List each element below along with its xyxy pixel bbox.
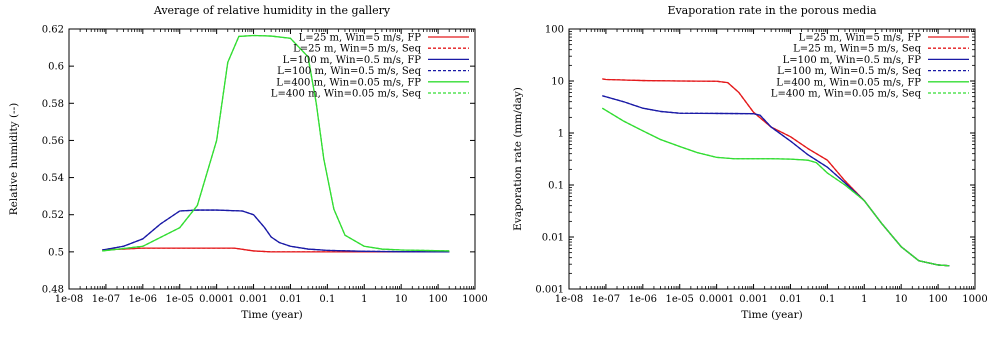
plot-frame: [68, 28, 476, 290]
x-tick-label: 1: [861, 294, 867, 305]
y-axis-title: Evaporation rate (mm/day): [512, 87, 524, 231]
x-tick-label: 100: [929, 294, 948, 305]
legend-label: L=100 m, Win=0.5 m/s, Seq: [777, 66, 921, 77]
x-tick-label: 1e-07: [592, 294, 620, 305]
series-line-6: [601, 107, 950, 267]
legend-label: L=100 m, Win=0.5 m/s, FP: [283, 55, 422, 66]
plot-frame: [568, 28, 976, 290]
x-tick-label: 1e-06: [629, 294, 657, 305]
legend-item: L=25 m, Win=5 m/s, Seq: [793, 44, 969, 55]
legend-item: L=25 m, Win=5 m/s, Seq: [293, 44, 469, 55]
x-tick-label: 0.1: [319, 294, 335, 305]
legend-item: L=400 m, Win=0.05 m/s, FP: [776, 77, 969, 88]
x-tick-label: 1e-08: [555, 294, 583, 305]
x-tick-label: 0.0001: [199, 294, 234, 305]
x-tick-label: 1e-07: [92, 294, 120, 305]
x-tick-label: 1: [361, 294, 367, 305]
legend: L=25 m, Win=5 m/s, FPL=25 m, Win=5 m/s, …: [771, 33, 969, 100]
x-tick-label: 0.1: [819, 294, 835, 305]
x-tick-label: 0.001: [739, 294, 768, 305]
legend-label: L=400 m, Win=0.05 m/s, Seq: [271, 89, 422, 100]
legend-label: L=25 m, Win=5 m/s, FP: [299, 33, 422, 44]
series-line-1: [602, 78, 950, 267]
legend-item: L=100 m, Win=0.5 m/s, Seq: [777, 66, 969, 77]
y-axis-title: Relative humidity (--): [8, 103, 20, 216]
legend-label: L=100 m, Win=0.5 m/s, FP: [783, 55, 922, 66]
series-group: [102, 34, 450, 253]
y-tick-label: 0.1: [548, 181, 564, 192]
y-tick-label: 0.6: [48, 62, 64, 73]
y-tick-label: 100: [545, 25, 564, 36]
y-tick-label: 0.54: [42, 173, 64, 184]
legend-item: L=400 m, Win=0.05 m/s, FP: [276, 77, 469, 88]
legend-item: L=100 m, Win=0.5 m/s, FP: [283, 55, 469, 66]
y-tick-label: 1: [558, 129, 564, 140]
x-tick-label: 1000: [462, 294, 487, 305]
x-tick-label: 0.01: [779, 294, 801, 305]
legend-item: L=25 m, Win=5 m/s, FP: [299, 33, 469, 44]
series-line-2: [102, 247, 450, 253]
series-line-4: [602, 95, 950, 267]
y-tick-label: 0.5: [48, 247, 64, 258]
series-group: [601, 78, 950, 267]
legend-label: L=100 m, Win=0.5 m/s, Seq: [277, 66, 421, 77]
series-line-2: [602, 78, 950, 267]
x-tick-label: 10: [395, 294, 408, 305]
y-tick-label: 0.56: [42, 136, 64, 147]
legend-label: L=400 m, Win=0.05 m/s, FP: [776, 77, 921, 88]
x-axis-title: Time (year): [741, 309, 803, 321]
y-tick-label: 0.52: [42, 210, 64, 221]
chart-title: Average of relative humidity in the gall…: [153, 4, 391, 17]
x-tick-label: 1e-06: [129, 294, 157, 305]
legend-label: L=25 m, Win=5 m/s, FP: [799, 33, 922, 44]
legend-label: L=25 m, Win=5 m/s, Seq: [293, 44, 422, 55]
x-tick-label: 1000: [962, 294, 987, 305]
y-tick-label: 0.62: [42, 25, 64, 36]
series-line-4: [102, 209, 450, 253]
x-tick-label: 0.0001: [699, 294, 734, 305]
legend-item: L=100 m, Win=0.5 m/s, FP: [783, 55, 969, 66]
humidity-chart: Average of relative humidity in the gall…: [8, 4, 488, 321]
chart-title: Evaporation rate in the porous media: [667, 4, 877, 17]
x-tick-label: 1e-05: [666, 294, 694, 305]
x-tick-label: 10: [895, 294, 908, 305]
legend-item: L=400 m, Win=0.05 m/s, Seq: [771, 89, 969, 100]
series-line-3: [602, 95, 950, 267]
legend-item: L=25 m, Win=5 m/s, FP: [799, 33, 969, 44]
x-axis-title: Time (year): [241, 309, 303, 321]
y-tick-label: 0.58: [42, 99, 64, 110]
legend-label: L=400 m, Win=0.05 m/s, Seq: [771, 89, 922, 100]
legend-item: L=100 m, Win=0.5 m/s, Seq: [277, 66, 469, 77]
y-tick-label: 0.48: [42, 285, 64, 296]
legend-label: L=400 m, Win=0.05 m/s, FP: [276, 77, 421, 88]
legend-item: L=400 m, Win=0.05 m/s, Seq: [271, 89, 469, 100]
legend: L=25 m, Win=5 m/s, FPL=25 m, Win=5 m/s, …: [271, 33, 469, 100]
x-tick-label: 0.01: [279, 294, 301, 305]
evaporation-chart: Evaporation rate in the porous media 1e-0…: [512, 4, 987, 321]
y-tick-label: 10: [551, 77, 564, 88]
x-tick-label: 1e-05: [166, 294, 194, 305]
y-tick-label: 0.01: [542, 233, 564, 244]
series-line-3: [102, 209, 450, 253]
x-tick-label: 1e-08: [55, 294, 83, 305]
legend-label: L=25 m, Win=5 m/s, Seq: [793, 44, 922, 55]
series-line-5: [601, 107, 950, 267]
x-tick-label: 100: [429, 294, 448, 305]
x-tick-label: 0.001: [239, 294, 268, 305]
series-line-6: [102, 34, 450, 252]
y-tick-label: 0.001: [535, 285, 564, 296]
